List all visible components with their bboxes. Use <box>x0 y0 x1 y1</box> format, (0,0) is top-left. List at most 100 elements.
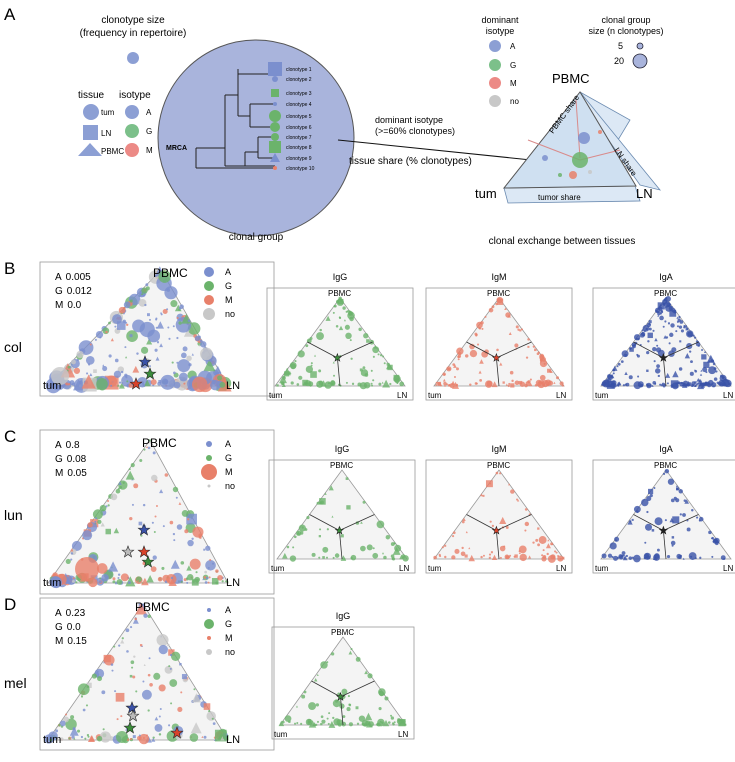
data-point <box>378 690 382 693</box>
data-point <box>173 539 176 542</box>
legend-label: no <box>225 647 235 657</box>
data-point <box>114 690 117 693</box>
corner-pbmc-label: PBMC <box>142 436 177 450</box>
data-point <box>488 553 492 556</box>
data-point <box>435 381 438 384</box>
data-square-marker <box>340 534 344 538</box>
data-point <box>162 525 165 528</box>
data-point <box>148 657 151 660</box>
exchange-caption: clonal exchange between tissues <box>489 236 636 247</box>
data-triangle-marker <box>657 314 660 317</box>
data-square-marker <box>490 551 493 554</box>
group-size-5-circle-icon <box>636 42 644 50</box>
data-point <box>367 673 373 679</box>
data-point <box>499 545 506 552</box>
dominant-g-circle-icon <box>489 59 501 71</box>
data-triangle-marker <box>118 382 125 389</box>
data-square-marker <box>464 554 468 558</box>
data-square-marker <box>214 729 227 742</box>
data-point <box>625 382 630 387</box>
data-square-marker <box>647 332 653 339</box>
data-triangle-marker <box>508 483 511 486</box>
data-square-marker <box>114 581 118 585</box>
data-square-marker <box>148 439 151 442</box>
data-point <box>193 688 196 691</box>
data-triangle-marker <box>278 720 285 727</box>
data-point <box>321 719 326 724</box>
stat-a: A 0.23 <box>55 608 86 619</box>
data-point <box>621 554 624 558</box>
data-point <box>85 355 95 365</box>
data-point <box>664 298 667 301</box>
panel-label: C <box>4 427 16 446</box>
data-triangle-marker <box>348 650 353 655</box>
data-point <box>298 375 303 380</box>
data-point <box>680 329 684 333</box>
data-point <box>360 369 369 377</box>
data-point <box>652 329 655 332</box>
dominant-isotype-subtitle: isotype <box>486 26 515 36</box>
data-point <box>643 330 646 333</box>
data-point <box>482 554 485 557</box>
data-point <box>116 579 123 585</box>
data-point <box>351 382 355 385</box>
dominant-a-circle-icon <box>489 40 501 52</box>
data-point <box>226 580 229 584</box>
data-point <box>172 486 179 493</box>
data-point <box>488 307 494 313</box>
data-point <box>665 336 669 339</box>
data-point <box>126 650 129 653</box>
center-line <box>496 341 532 359</box>
data-point <box>204 570 208 574</box>
data-point <box>489 482 492 485</box>
data-point <box>348 311 353 316</box>
data-point <box>97 676 103 682</box>
data-triangle-marker <box>491 554 498 560</box>
data-point <box>173 381 181 389</box>
data-square-marker <box>320 723 323 726</box>
data-point <box>655 307 661 313</box>
data-point <box>664 301 671 308</box>
data-triangle-marker <box>479 359 484 364</box>
data-point <box>666 382 669 385</box>
data-point <box>292 546 295 549</box>
data-point <box>366 544 373 551</box>
data-point <box>154 348 158 352</box>
data-square-marker <box>179 663 182 666</box>
data-triangle-marker <box>324 492 327 495</box>
data-point <box>543 362 546 365</box>
stat-g: G 0.08 <box>55 454 87 465</box>
data-point <box>310 364 313 367</box>
data-point <box>712 540 715 543</box>
data-point <box>525 356 529 359</box>
data-point <box>456 367 459 371</box>
data-point <box>175 496 178 499</box>
data-square-marker <box>387 364 393 371</box>
data-point <box>675 330 678 333</box>
tissue-share-label: tissue share (% clonotypes) <box>349 156 472 167</box>
data-point <box>355 656 361 662</box>
data-point <box>165 381 168 384</box>
data-point <box>87 735 90 738</box>
data-point <box>457 358 460 361</box>
data-point <box>59 720 66 727</box>
data-square-marker <box>276 384 279 387</box>
data-point <box>505 312 511 318</box>
subplot-title: IgA <box>659 272 673 282</box>
data-square-marker <box>86 734 89 737</box>
data-point <box>378 382 382 386</box>
data-point <box>489 520 492 523</box>
data-square-marker <box>496 298 504 305</box>
center-line <box>339 514 375 531</box>
data-square-marker <box>393 542 396 545</box>
subplot-pbmc-label: PBMC <box>328 289 351 298</box>
data-point <box>70 359 76 365</box>
data-square-marker <box>203 703 211 710</box>
data-point <box>505 526 509 529</box>
star-icon <box>143 367 157 380</box>
data-point <box>633 334 641 341</box>
subplot-ln-label: LN <box>723 564 733 573</box>
data-point <box>194 335 201 342</box>
data-point <box>168 665 171 668</box>
data-point <box>603 382 607 386</box>
